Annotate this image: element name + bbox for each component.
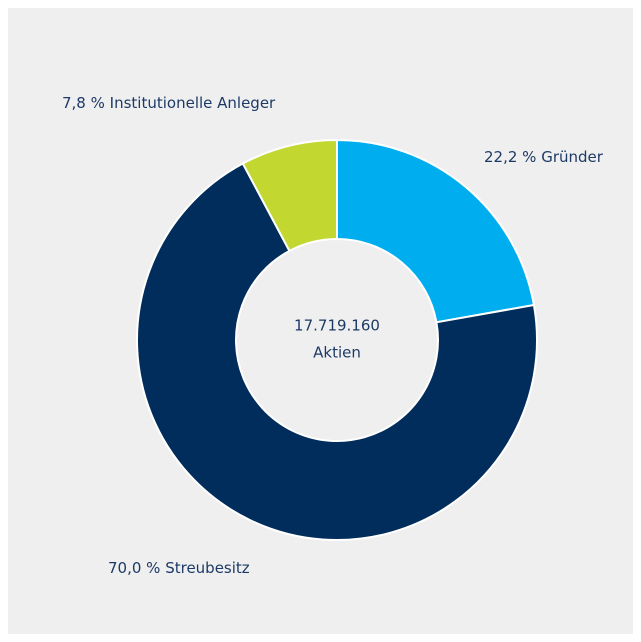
donut-segment xyxy=(336,138,536,324)
segment-label: 7,8 % Institutionelle Anleger xyxy=(62,94,276,112)
category-label: Institutionelle Anleger xyxy=(110,94,276,112)
center-label: Aktien xyxy=(313,344,361,362)
value-label: 70,0 % xyxy=(108,559,160,577)
segment-label: 22,2 % Gründer xyxy=(484,148,604,166)
segment-label: 70,0 % Streubesitz xyxy=(108,559,250,577)
value-label: 7,8 % xyxy=(62,94,105,112)
donut-segment xyxy=(136,162,538,541)
donut-segment xyxy=(241,138,338,253)
center-label: 17.719.160 xyxy=(294,317,380,335)
category-label: Gründer xyxy=(541,148,604,166)
category-label: Streubesitz xyxy=(165,559,250,577)
value-label: 22,2 % xyxy=(484,148,536,166)
